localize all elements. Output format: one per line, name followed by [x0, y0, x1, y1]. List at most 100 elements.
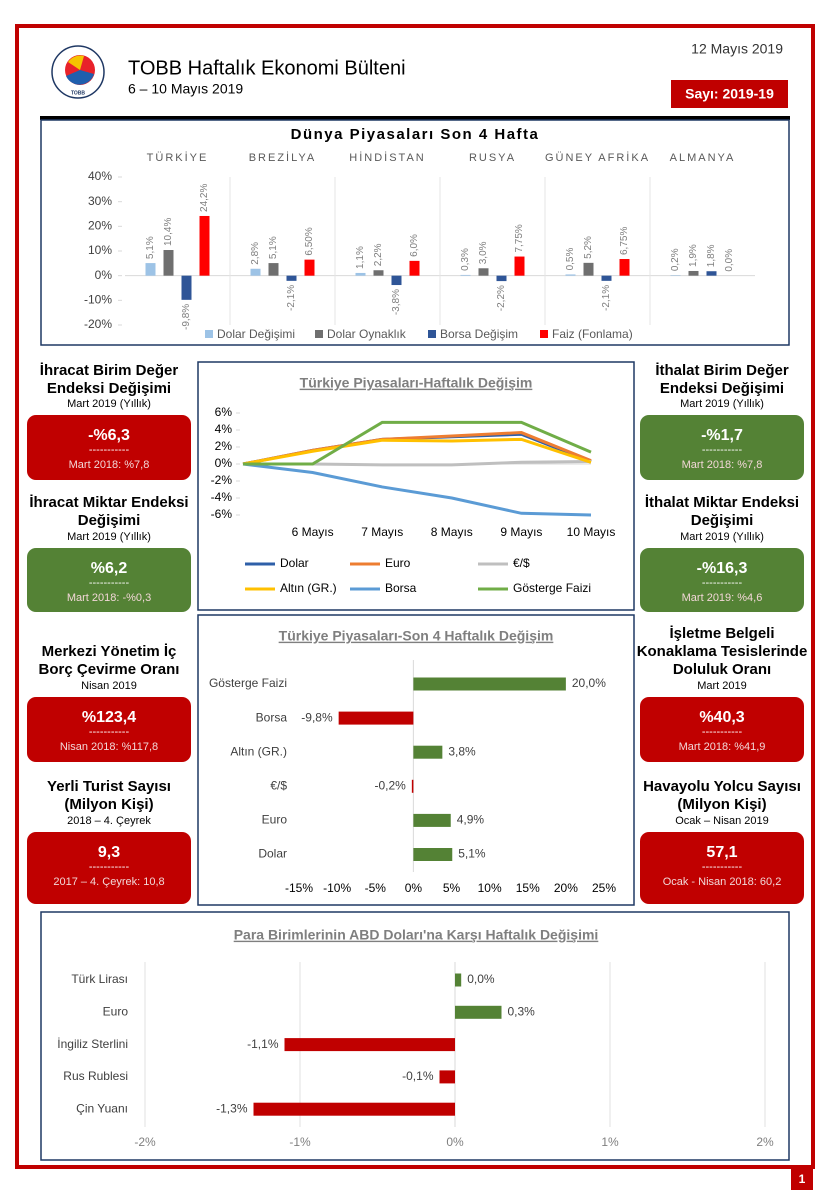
- category-label: Altın (GR.): [230, 744, 287, 758]
- value-label: 5,1%: [268, 236, 279, 259]
- bar: [455, 1005, 502, 1019]
- category-label: RUSYA: [469, 152, 516, 164]
- x-tick-label: 0%: [446, 1135, 464, 1149]
- y-tick-label: 20%: [88, 219, 112, 233]
- x-tick-label: 10%: [478, 881, 502, 895]
- y-tick-label: 30%: [88, 194, 112, 208]
- legend-label: €/$: [513, 556, 530, 570]
- category-label: HİNDİSTAN: [349, 151, 425, 164]
- legend-swatch: [315, 330, 323, 338]
- y-tick-label: 10%: [88, 243, 112, 257]
- indicator-title: Yerli Turist Sayısı (Milyon Kişi): [47, 778, 171, 813]
- value-label: 6,0%: [409, 234, 420, 257]
- category-label: Borsa: [256, 710, 288, 724]
- logo-text: TOBB: [71, 90, 85, 96]
- value-label: 24,2%: [199, 184, 210, 212]
- indicator-box: %6,2 ----------- Mart 2018: -%0,3: [27, 548, 191, 612]
- x-tick-label: 8 Mayıs: [431, 525, 473, 539]
- value-label: 0,5%: [565, 248, 576, 271]
- legend-swatch: [540, 330, 548, 338]
- value-label: -9,8%: [301, 710, 333, 724]
- bar: [478, 268, 489, 276]
- y-tick-label: 0%: [95, 268, 113, 282]
- category-label: Türk Lirası: [71, 972, 128, 986]
- indicator-title: İşletme Belgeli Konaklama Tesislerinde D…: [636, 625, 808, 678]
- indicator-previous: 2017 – 4. Çeyrek: 10,8: [53, 876, 165, 888]
- indicator-previous: Ocak - Nisan 2018: 60,2: [662, 876, 782, 888]
- bar: [496, 275, 507, 282]
- value-label: -2,1%: [601, 285, 612, 311]
- legend-label: Gösterge Faizi: [513, 581, 591, 595]
- x-tick-label: 1%: [601, 1135, 619, 1149]
- bar: [460, 274, 471, 276]
- legend-label: Dolar: [280, 556, 309, 570]
- indicator-box: -%1,7 ----------- Mart 2018: %7,8: [640, 415, 804, 480]
- indicator-period: Mart 2019 (Yıllık): [67, 398, 151, 410]
- category-label: GÜNEY AFRİKA: [545, 151, 650, 164]
- value-label: -0,2%: [374, 778, 406, 792]
- indicator-period: Nisan 2019: [81, 680, 137, 692]
- category-label: TÜRKİYE: [147, 151, 209, 164]
- category-label: Rus Rublesi: [63, 1069, 128, 1083]
- value-label: 2,8%: [250, 242, 261, 265]
- bar: [583, 262, 594, 276]
- y-tick-label: 0%: [215, 456, 233, 470]
- category-label: Euro: [103, 1004, 129, 1018]
- category-label: Çin Yuanı: [76, 1101, 128, 1115]
- indicator-divider: -----------: [701, 577, 743, 589]
- chart-title: Para Birimlerinin ABD Doları'na Karşı Ha…: [234, 927, 599, 943]
- bar: [163, 250, 174, 276]
- indicator-divider: -----------: [88, 444, 130, 456]
- chart-title: Dünya Piyasaları Son 4 Hafta: [291, 126, 540, 143]
- indicator-value: 9,3: [97, 844, 121, 861]
- bar: [284, 1038, 455, 1052]
- x-tick-label: 15%: [516, 881, 540, 895]
- page-number: 1: [799, 1172, 806, 1186]
- value-label: 6,75%: [619, 227, 630, 255]
- indicator-previous: Mart 2018: %41,9: [678, 741, 766, 753]
- bar: [413, 813, 451, 827]
- bar: [514, 256, 525, 276]
- value-label: 5,1%: [458, 847, 486, 861]
- bar: [253, 1102, 455, 1116]
- value-label: 5,2%: [583, 236, 594, 259]
- x-tick-label: 6 Mayıs: [292, 525, 334, 539]
- legend-swatch: [428, 330, 436, 338]
- legend-label: Dolar Oynaklık: [327, 327, 407, 341]
- indicator-divider: -----------: [701, 444, 743, 456]
- y-tick-label: 2%: [215, 439, 233, 453]
- legend-label: Faiz (Fonlama): [552, 327, 633, 341]
- x-tick-label: -5%: [365, 881, 387, 895]
- indicator-title: İhracat Birim Değer Endeksi Değişimi: [39, 362, 179, 397]
- indicator-title: Havayolu Yolcu Sayısı (Milyon Kişi): [643, 778, 801, 813]
- indicator-value: 57,1: [706, 844, 738, 861]
- bar: [304, 259, 315, 276]
- bar: [601, 275, 612, 281]
- value-label: 0,3%: [460, 248, 471, 271]
- indicator-title: İthalat Birim Değer Endeksi Değişimi: [655, 362, 789, 397]
- legend-label: Dolar Değişimi: [217, 327, 295, 341]
- line: [242, 431, 592, 466]
- value-label: 3,0%: [478, 241, 489, 264]
- indicator-box: 57,1 ----------- Ocak - Nisan 2018: 60,2: [640, 832, 804, 904]
- x-tick-label: 5%: [443, 881, 461, 895]
- value-label: 0,0%: [724, 249, 735, 272]
- issue: Sayı: 2019-19: [685, 86, 774, 102]
- header-subtitle: 6 – 10 Mayıs 2019: [128, 81, 243, 97]
- y-tick-label: 4%: [215, 422, 233, 436]
- value-label: 1,1%: [355, 246, 366, 269]
- category-label: €/$: [270, 778, 287, 792]
- bar: [181, 275, 192, 300]
- x-tick-label: 10 Mayıs: [567, 525, 616, 539]
- value-label: 4,9%: [457, 813, 485, 827]
- x-tick-label: -2%: [134, 1135, 156, 1149]
- y-tick-label: -6%: [211, 507, 233, 521]
- bar: [688, 270, 699, 276]
- indicator-previous: Mart 2018: -%0,3: [66, 592, 152, 604]
- line: [242, 462, 592, 517]
- bar: [413, 677, 566, 691]
- bar: [706, 271, 717, 276]
- bar: [619, 259, 630, 276]
- indicator-box: %40,3 ----------- Mart 2018: %41,9: [640, 697, 804, 762]
